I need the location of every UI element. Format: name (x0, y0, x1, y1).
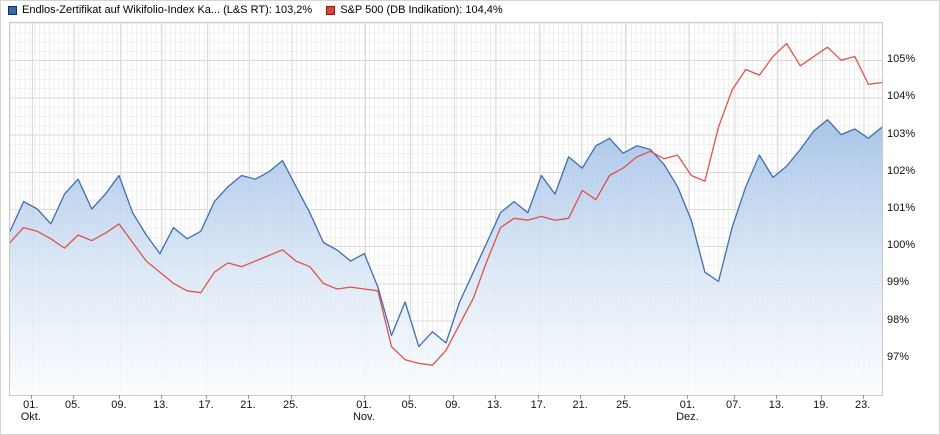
plot-area[interactable] (9, 22, 883, 396)
chart-legend: Endlos-Zertifikat auf Wikifolio-Index Ka… (8, 4, 503, 16)
y-axis-label: 102% (887, 164, 916, 177)
y-axis-label: 104% (887, 90, 916, 103)
chart-canvas[interactable] (10, 23, 882, 395)
x-axis-label: 13. (768, 399, 784, 411)
x-axis-label: 13. (487, 399, 503, 411)
x-axis-label: 07. (725, 399, 742, 411)
y-axis-label: 99% (887, 276, 910, 289)
x-axis-tick (409, 395, 411, 399)
series-swatch-red (326, 5, 336, 15)
x-axis-tick (776, 395, 778, 399)
x-axis-month-label: Okt. (20, 411, 41, 423)
x-axis-tick (160, 395, 162, 399)
x-axis-label: 19. (813, 399, 829, 411)
x-axis-label: 09. (111, 399, 127, 411)
x-axis-label: 21. (240, 399, 256, 411)
x-axis-tick (623, 395, 625, 399)
x-axis-label: 21. (572, 399, 588, 411)
legend-label-wikifolio: Endlos-Zertifikat auf Wikifolio-Index Ka… (22, 4, 313, 16)
x-axis-tick (538, 395, 540, 399)
x-axis-label: 01. (679, 399, 696, 411)
x-axis-tick (363, 395, 365, 399)
y-axis-label: 103% (887, 127, 916, 140)
x-axis-label: 25. (616, 399, 632, 411)
x-axis-label: 01. (356, 399, 372, 411)
x-axis-tick (452, 395, 454, 399)
x-axis-month-label: Nov. (352, 411, 375, 423)
x-axis-tick (820, 395, 822, 399)
y-axis-label: 97% (887, 350, 910, 363)
y-axis-label: 101% (887, 202, 916, 214)
x-axis-label: 05. (64, 399, 81, 411)
x-axis-label: 23. (855, 399, 871, 411)
x-axis-tick (72, 395, 74, 399)
x-axis-tick (30, 395, 32, 399)
x-axis-tick (687, 395, 689, 399)
x-axis-label: 05. (401, 399, 417, 411)
x-axis-label: 13. (153, 399, 169, 411)
x-axis-tick (494, 395, 496, 399)
x-axis-tick (290, 395, 292, 399)
series-swatch-blue (8, 5, 17, 15)
x-axis-label: 09. (445, 399, 461, 411)
x-axis-tick (862, 395, 864, 399)
x-axis-tick (580, 395, 582, 399)
x-axis-tick (118, 395, 120, 399)
legend-label-sp500: S&P 500 (DB Indikation): 104,4% (340, 4, 503, 16)
y-axis-label: 105% (887, 53, 916, 66)
x-axis-tick (247, 395, 249, 399)
x-axis-tick (206, 395, 208, 399)
x-axis-tick (733, 395, 735, 399)
legend-item-wikifolio-zertifikat: Endlos-Zertifikat auf Wikifolio-Index Ka… (8, 4, 312, 16)
x-axis-label: 17. (198, 399, 214, 411)
y-axis-label: 98% (887, 313, 910, 326)
x-axis-label: 01. (23, 399, 39, 411)
x-axis-label: 17. (530, 399, 546, 411)
legend-item-sp500: S&P 500 (DB Indikation): 104,4% (326, 4, 503, 16)
x-axis-label: 25. (282, 399, 299, 411)
y-axis-label: 100% (887, 239, 916, 252)
x-axis-month-label: Dez. (676, 411, 699, 423)
